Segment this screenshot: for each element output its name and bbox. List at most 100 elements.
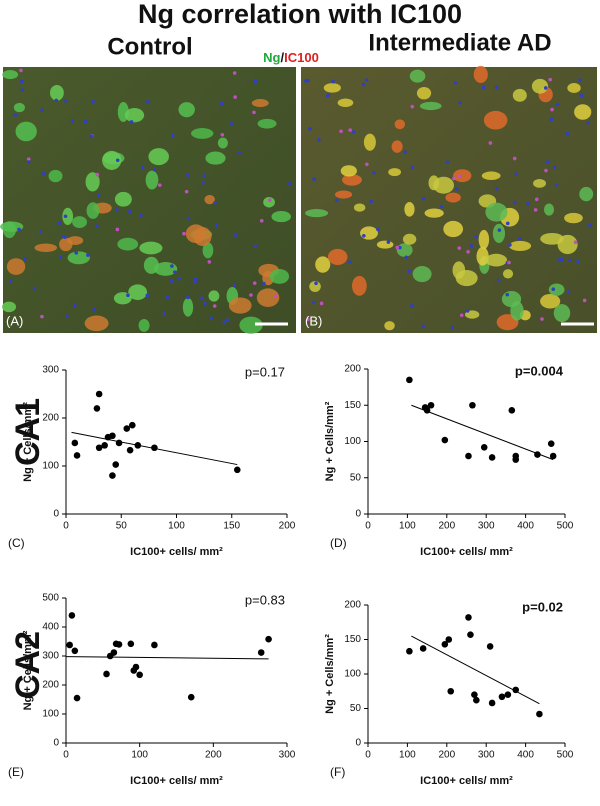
nucleus — [58, 221, 62, 225]
nucleus — [568, 258, 572, 263]
nucleus — [545, 160, 550, 164]
x-tick-label: 50 — [116, 521, 128, 532]
cell — [124, 108, 145, 123]
nucleus — [252, 110, 256, 115]
nucleus — [40, 108, 44, 113]
nucleus — [89, 134, 94, 138]
nucleus — [162, 312, 167, 316]
point — [445, 636, 453, 643]
nucleus — [193, 280, 197, 284]
y-tick-label: 50 — [350, 472, 362, 483]
nucleus — [8, 279, 13, 283]
nucleus — [494, 186, 499, 191]
micrograph — [3, 67, 296, 333]
nucleus — [42, 171, 46, 176]
nucleus — [474, 235, 478, 239]
nucleus — [38, 230, 43, 235]
nucleus — [565, 131, 570, 136]
nucleus — [551, 287, 556, 291]
cell — [62, 207, 74, 225]
nucleus — [588, 223, 592, 227]
nucleus — [20, 88, 25, 92]
cell — [239, 316, 263, 334]
nucleus — [202, 173, 207, 178]
point — [136, 671, 143, 679]
point — [109, 472, 116, 479]
y-tick-label: 100 — [42, 461, 59, 472]
cell — [72, 216, 88, 229]
figure-title: Ng correlation with IC100 — [138, 0, 462, 29]
nucleus — [386, 240, 391, 244]
nucleus — [566, 290, 571, 295]
nucleus — [331, 79, 335, 84]
y-axis-label: Ng + Cells/mm² — [22, 402, 34, 482]
nucleus — [95, 172, 100, 177]
x-tick-label: 0 — [365, 750, 371, 761]
cell — [128, 284, 148, 301]
point — [73, 694, 81, 702]
nucleus — [452, 176, 456, 181]
nucleus — [139, 213, 143, 218]
y-tick-label: 100 — [344, 436, 361, 447]
y-tick-label: 100 — [344, 669, 361, 680]
nucleus — [268, 198, 272, 203]
cell — [185, 224, 207, 244]
nucleus — [534, 197, 539, 202]
cell — [50, 84, 64, 101]
cell — [145, 170, 159, 190]
point — [115, 439, 123, 447]
nucleus — [74, 251, 79, 255]
point — [110, 649, 118, 656]
nucleus — [203, 301, 207, 306]
cell — [402, 233, 417, 245]
cell — [217, 137, 228, 149]
nucleus — [361, 82, 366, 87]
cell — [6, 258, 26, 275]
x-tick-label: 100 — [131, 750, 148, 761]
point — [112, 461, 120, 468]
cell — [117, 237, 139, 251]
nucleus — [312, 300, 316, 305]
point — [134, 442, 142, 449]
cell — [15, 121, 37, 142]
cell — [114, 191, 132, 207]
cell — [269, 269, 290, 284]
point — [95, 444, 103, 452]
point — [441, 436, 449, 444]
x-tick-label: 0 — [365, 521, 371, 532]
nucleus — [465, 309, 470, 313]
cell — [342, 174, 362, 186]
cell — [334, 190, 353, 199]
cell — [315, 256, 331, 273]
nucleus — [514, 172, 519, 177]
cell — [416, 86, 432, 100]
cell — [384, 321, 395, 331]
panel-label: (E) — [8, 765, 24, 779]
x-axis-label: IC100+ cells/ mm² — [130, 546, 223, 558]
nucleus — [165, 295, 170, 299]
nucleus — [317, 137, 321, 142]
nucleus — [19, 79, 24, 84]
point — [115, 641, 123, 648]
nucleus — [347, 260, 352, 264]
y-tick-label: 400 — [42, 622, 59, 633]
p-value: p=0.83 — [245, 592, 285, 607]
nucleus — [364, 78, 369, 82]
y-tick-label: 150 — [344, 634, 361, 645]
nucleus — [552, 165, 557, 170]
trend-line — [65, 656, 269, 660]
cell — [48, 169, 63, 183]
x-tick-label: 200 — [438, 750, 455, 761]
point — [126, 446, 134, 454]
cell — [1, 301, 17, 313]
cell — [453, 169, 472, 183]
nucleus — [398, 245, 402, 250]
nucleus — [58, 255, 63, 259]
y-tick-label: 100 — [42, 709, 59, 720]
nucleus — [312, 177, 316, 181]
nucleus — [376, 227, 380, 232]
cell — [353, 203, 366, 212]
cell — [323, 83, 341, 93]
nucleus — [496, 278, 501, 283]
nucleus — [259, 218, 264, 223]
